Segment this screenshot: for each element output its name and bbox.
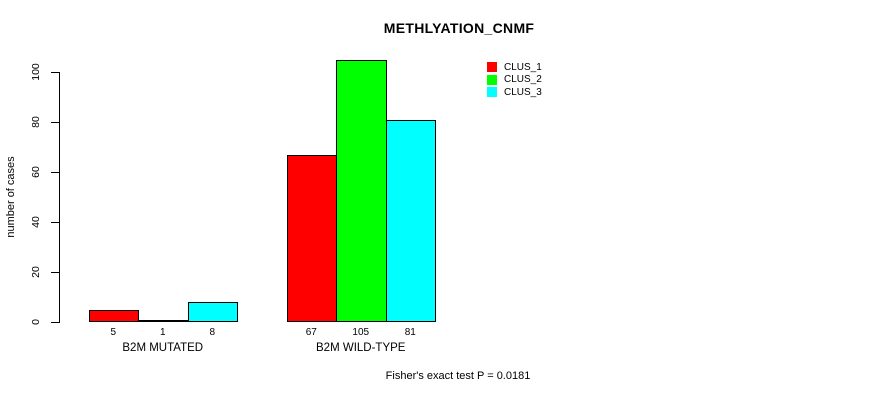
legend-item-clus_1: CLUS_1 [487,61,542,74]
y-axis-tick-label: 0 [30,319,42,325]
bar-value-label: 8 [209,326,216,338]
legend-label: CLUS_3 [504,86,542,98]
y-axis-tick [51,221,60,223]
category-label: B2M WILD-TYPE [316,341,406,354]
y-axis-tick [51,321,60,323]
bar-value-label: 67 [305,326,317,338]
fisher-test-annotation: Fisher's exact test P = 0.0181 [385,370,531,382]
y-axis-tick-label: 80 [30,116,42,128]
y-axis-tick [51,171,60,173]
legend-swatch-clus_3 [487,87,497,98]
y-axis-tick-label: 100 [30,63,42,81]
y-axis-label: number of cases [5,156,17,238]
legend-swatch-clus_1 [487,62,497,73]
y-axis-tick-label: 40 [30,216,42,228]
bar-clus_3-group1 [187,302,238,322]
y-axis-tick-label: 20 [30,266,42,278]
y-axis-line [59,71,60,323]
y-axis-tick [51,271,60,273]
bar-value-label: 5 [110,326,117,338]
y-axis-tick [51,71,60,73]
bar-clus_3-group2 [385,119,436,322]
legend-label: CLUS_2 [504,74,542,86]
category-label: B2M MUTATED [122,341,204,354]
bar-value-label: 81 [404,326,416,338]
bar-clus_1-group1 [88,309,139,322]
legend-swatch-clus_2 [487,74,497,85]
bar-value-label: 105 [352,326,370,338]
y-axis-tick [51,121,60,123]
legend: CLUS_1 CLUS_2 CLUS_3 [487,61,542,99]
bar-value-label: 1 [159,326,166,338]
bar-clus_1-group2 [286,154,337,322]
legend-item-clus_2: CLUS_2 [487,74,542,87]
bar-clus_2-group1 [138,319,189,322]
legend-label: CLUS_1 [504,61,542,73]
legend-item-clus_3: CLUS_3 [487,86,542,99]
bar-clus_2-group2 [336,59,387,322]
chart-title: METHLYATION_CNMF [383,20,535,36]
y-axis-tick-label: 60 [30,166,42,178]
